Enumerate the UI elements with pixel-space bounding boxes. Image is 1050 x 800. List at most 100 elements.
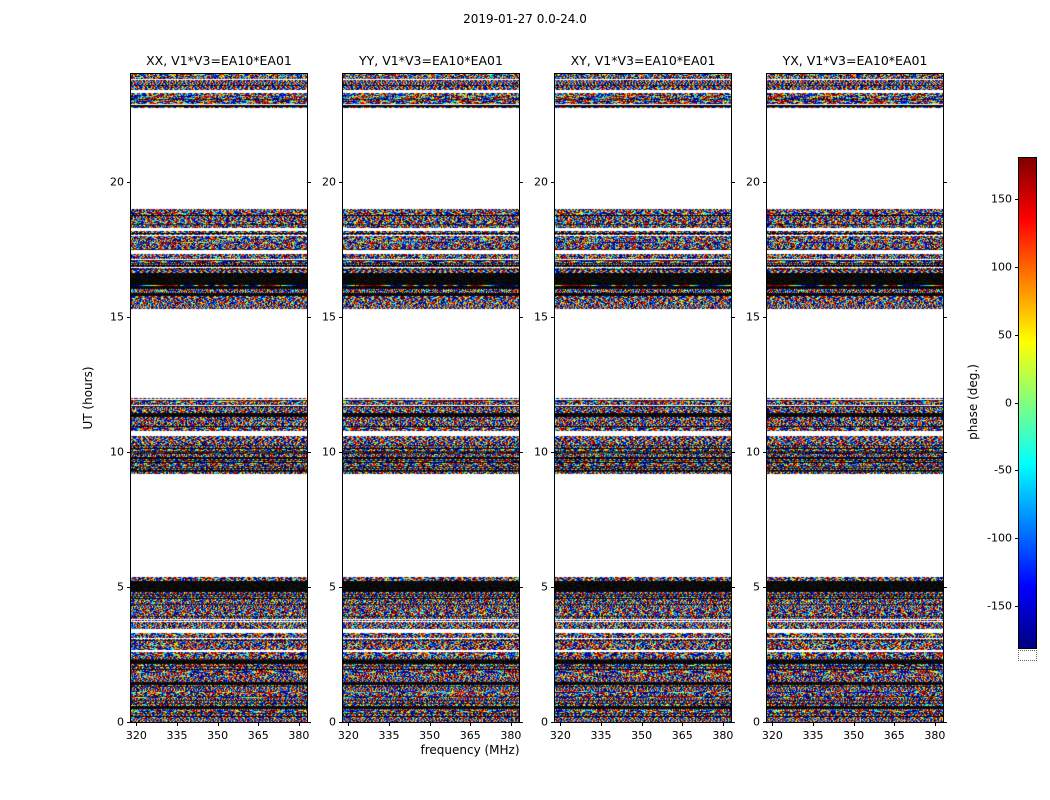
heatmap-panel-xy <box>555 74 731 722</box>
x-tick-label: 350 <box>419 729 441 742</box>
x-tick-label: 350 <box>843 729 865 742</box>
x-tick <box>641 722 643 726</box>
y-tick-right <box>731 722 735 723</box>
x-tick-label: 350 <box>631 729 653 742</box>
x-tick-label: 335 <box>802 729 824 742</box>
x-tick <box>177 722 179 726</box>
colorbar-tick-label: 100 <box>991 260 1012 274</box>
colorbar-tick <box>1015 266 1019 268</box>
y-tick <box>127 587 131 588</box>
x-tick <box>348 722 350 726</box>
x-tick <box>258 722 260 726</box>
x-tick-label: 380 <box>500 729 522 742</box>
y-tick <box>339 722 343 723</box>
y-tick-label: 10 <box>746 445 760 459</box>
y-tick <box>339 452 343 453</box>
x-tick-label: 365 <box>247 729 269 742</box>
y-tick-right <box>943 317 947 318</box>
y-tick <box>127 317 131 318</box>
x-tick-label: 320 <box>549 729 571 742</box>
x-tick-label: 365 <box>459 729 481 742</box>
x-tick <box>853 722 855 726</box>
y-tick-right <box>731 317 735 318</box>
x-tick-label: 380 <box>288 729 310 742</box>
x-tick <box>510 722 512 726</box>
colorbar-label: phase (deg.) <box>966 364 980 440</box>
colorbar-tick <box>1015 470 1019 472</box>
y-tick-label: 15 <box>534 310 548 324</box>
colorbar-tick <box>1015 334 1019 336</box>
x-tick <box>722 722 724 726</box>
y-tick-right <box>307 722 311 723</box>
colorbar-tick-label: 150 <box>991 192 1012 206</box>
x-tick-label: 365 <box>671 729 693 742</box>
y-tick-label: 5 <box>329 580 336 594</box>
y-tick <box>551 182 555 183</box>
y-tick-right <box>307 317 311 318</box>
y-tick-label: 20 <box>534 175 548 189</box>
y-tick-label: 10 <box>110 445 124 459</box>
y-tick-label: 0 <box>117 715 124 729</box>
x-tick <box>470 722 472 726</box>
y-tick <box>763 722 767 723</box>
y-tick-right <box>519 587 523 588</box>
x-tick-label: 320 <box>125 729 147 742</box>
colorbar <box>1018 157 1037 649</box>
x-tick-label: 335 <box>590 729 612 742</box>
y-tick-right <box>307 452 311 453</box>
colorbar-tick-label: 50 <box>998 328 1012 342</box>
x-tick <box>298 722 300 726</box>
colorbar-tick <box>1015 606 1019 608</box>
y-tick-label: 20 <box>322 175 336 189</box>
y-tick-right <box>519 722 523 723</box>
y-tick <box>763 182 767 183</box>
y-tick <box>551 452 555 453</box>
y-tick <box>127 722 131 723</box>
y-tick-right <box>307 182 311 183</box>
y-tick-right <box>307 587 311 588</box>
colorbar-tick-label: -150 <box>987 599 1012 613</box>
colorbar-tick <box>1015 402 1019 404</box>
figure-title: 2019-01-27 0.0-24.0 <box>463 12 587 26</box>
axes-frame-yy <box>342 73 520 723</box>
y-tick-right <box>943 452 947 453</box>
y-tick-label: 15 <box>746 310 760 324</box>
y-tick-label: 5 <box>753 580 760 594</box>
y-tick-right <box>943 722 947 723</box>
y-tick <box>127 452 131 453</box>
y-tick <box>339 587 343 588</box>
x-tick-label: 350 <box>207 729 229 742</box>
y-tick-label: 0 <box>541 715 548 729</box>
panel-title-xx: XX, V1*V3=EA10*EA01 <box>146 53 292 68</box>
x-tick <box>136 722 138 726</box>
y-tick-right <box>519 182 523 183</box>
x-tick <box>601 722 603 726</box>
x-tick <box>772 722 774 726</box>
y-tick-right <box>519 452 523 453</box>
y-tick-right <box>731 587 735 588</box>
x-tick <box>560 722 562 726</box>
heatmap-panel-yy <box>343 74 519 722</box>
heatmap-panel-yx <box>767 74 943 722</box>
y-tick <box>551 317 555 318</box>
y-tick <box>763 452 767 453</box>
x-tick <box>813 722 815 726</box>
y-tick <box>339 317 343 318</box>
x-axis-label: frequency (MHz) <box>420 743 520 757</box>
x-tick-label: 320 <box>761 729 783 742</box>
y-tick-right <box>519 317 523 318</box>
panel-title-yy: YY, V1*V3=EA10*EA01 <box>359 53 503 68</box>
x-tick-label: 335 <box>378 729 400 742</box>
heatmap-panel-xx <box>131 74 307 722</box>
colorbar-tick-label: -100 <box>987 531 1012 545</box>
axes-frame-xy <box>554 73 732 723</box>
y-tick-label: 15 <box>322 310 336 324</box>
y-axis-label: UT (hours) <box>81 366 95 430</box>
x-tick <box>389 722 391 726</box>
panel-title-xy: XY, V1*V3=EA10*EA01 <box>570 53 716 68</box>
x-tick <box>429 722 431 726</box>
x-tick <box>894 722 896 726</box>
y-tick <box>339 182 343 183</box>
y-tick-label: 20 <box>110 175 124 189</box>
